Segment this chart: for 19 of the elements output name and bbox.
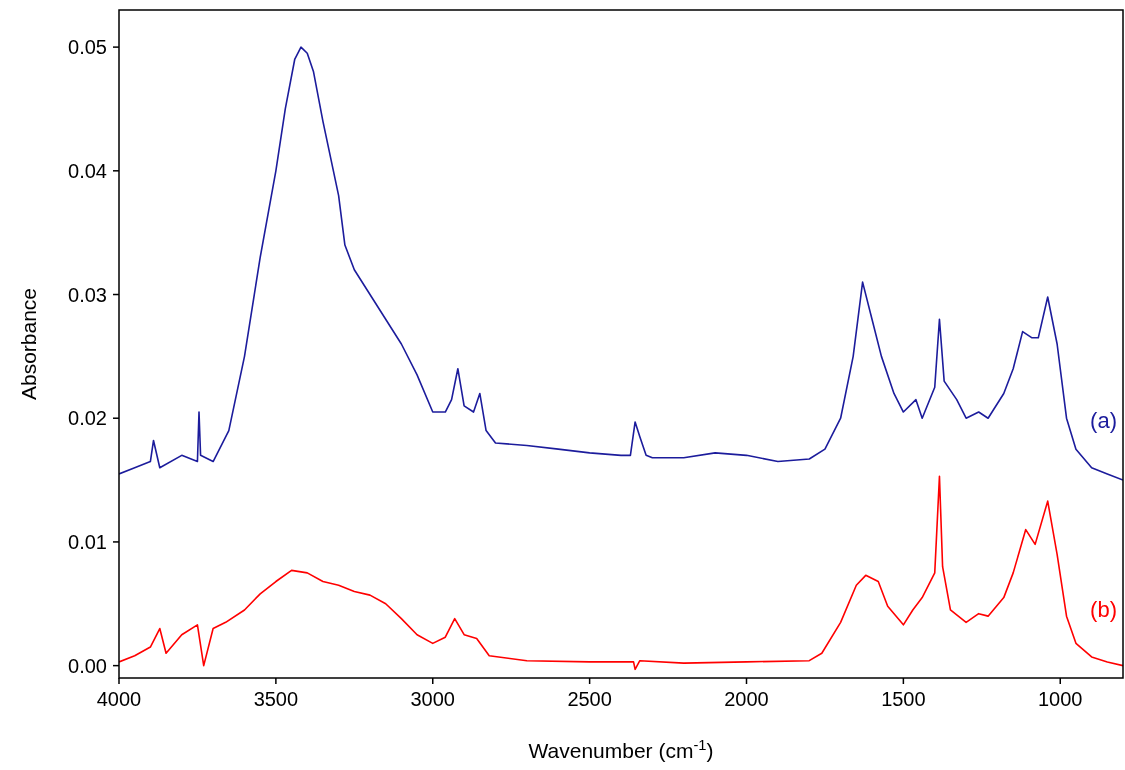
- x-tick-label: 3500: [253, 688, 299, 710]
- x-tick-label: 4000: [96, 688, 142, 710]
- line-series: [119, 46, 1123, 481]
- y-tick-label: 0.02: [68, 407, 107, 430]
- series-label: (a): [1090, 407, 1117, 433]
- y-tick-label: 0.00: [68, 654, 107, 677]
- y-tick-label: 0.03: [68, 283, 107, 306]
- x-tick-label: 2500: [567, 688, 612, 710]
- y-tick-label: 0.04: [68, 159, 107, 182]
- x-tick-label: 3000: [410, 688, 455, 710]
- y-axis-title: Absorbance: [17, 287, 40, 401]
- x-tick-label: 2000: [724, 688, 769, 710]
- line-series: [119, 475, 1123, 671]
- x-tick-label: 1500: [881, 688, 926, 710]
- y-tick-label: 0.01: [68, 530, 107, 553]
- y-tick-label: 0.05: [68, 36, 107, 59]
- x-tick-label: 1000: [1038, 688, 1083, 710]
- series-label: (b): [1090, 596, 1117, 622]
- x-axis-title: Wavenumber (cm$^{-1}$): [528, 737, 714, 762]
